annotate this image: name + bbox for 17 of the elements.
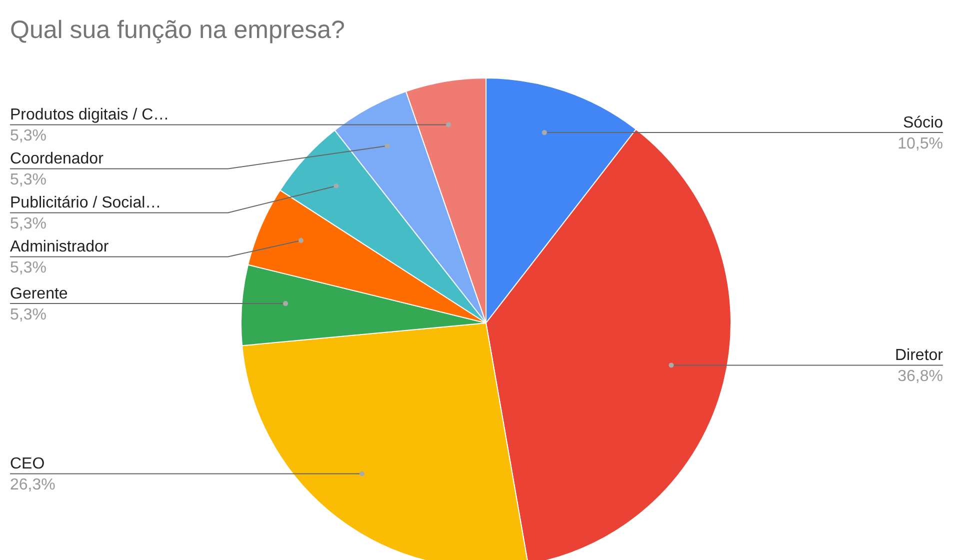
slice-label: Diretor bbox=[894, 347, 944, 364]
slice-label: Gerente bbox=[10, 286, 68, 303]
slice-label: Coordenador bbox=[10, 150, 104, 168]
slice-label: Publicitário / Social… bbox=[10, 194, 162, 212]
data-label: 26,3% bbox=[10, 476, 56, 494]
data-label: 5,3% bbox=[10, 260, 46, 277]
slice-label: Produtos digitais / C… bbox=[10, 106, 170, 124]
data-label: 5,3% bbox=[10, 172, 46, 189]
chart-title: Qual sua função na empresa? bbox=[10, 16, 345, 44]
data-label: 10,5% bbox=[898, 136, 943, 153]
data-label: 5,3% bbox=[10, 216, 46, 233]
slice-label: Sócio bbox=[902, 114, 944, 132]
slice-label: CEO bbox=[10, 456, 45, 473]
data-label: 5,3% bbox=[10, 128, 46, 145]
slice-label: Administrador bbox=[10, 238, 110, 256]
data-label: 36,8% bbox=[898, 368, 943, 386]
data-label: 5,3% bbox=[10, 306, 46, 324]
